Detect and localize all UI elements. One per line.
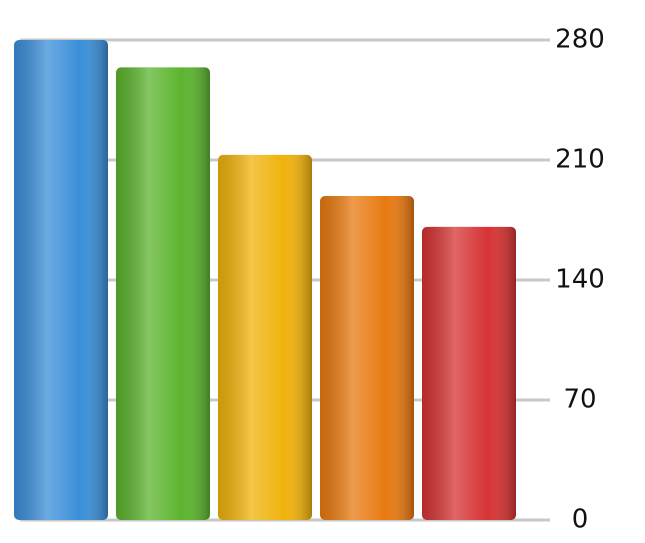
bar-shine	[422, 226, 516, 520]
y-tick-label: 70	[563, 385, 596, 415]
bar-shine	[14, 40, 108, 520]
bar-shine	[320, 196, 414, 520]
y-tick-label: 0	[572, 505, 589, 535]
bar-shine	[116, 67, 210, 520]
y-tick-label: 210	[555, 145, 605, 175]
y-tick-label: 280	[555, 25, 605, 55]
bar-shine	[218, 154, 312, 520]
bars	[14, 40, 516, 520]
y-tick-label: 140	[555, 265, 605, 295]
